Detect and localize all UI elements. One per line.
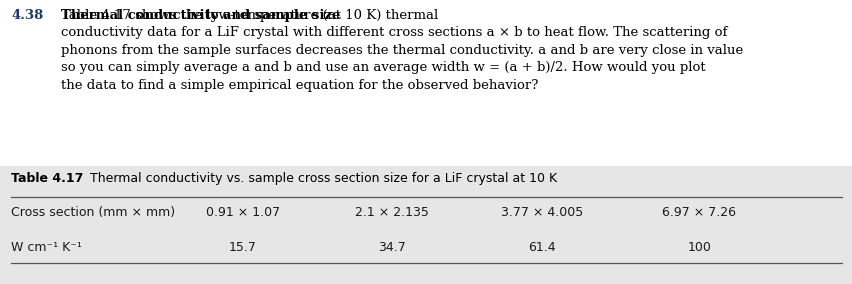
Text: Cross section (mm × mm): Cross section (mm × mm) <box>11 206 175 219</box>
Text: 4.38: 4.38 <box>11 9 43 22</box>
Text: Table 4.17: Table 4.17 <box>11 172 83 185</box>
Text: Thermal conductivity vs. sample cross section size for a LiF crystal at 10 K: Thermal conductivity vs. sample cross se… <box>82 172 556 185</box>
Text: 6.97 × 7.26: 6.97 × 7.26 <box>662 206 735 219</box>
Text: 0.91 × 1.07: 0.91 × 1.07 <box>206 206 279 219</box>
Text: Table 4.17 shows the low-temperature (at 10 K) thermal
conductivity data for a L: Table 4.17 shows the low-temperature (at… <box>61 9 743 91</box>
Text: 34.7: 34.7 <box>378 241 406 254</box>
Text: 61.4: 61.4 <box>527 241 555 254</box>
Text: 3.77 × 4.005: 3.77 × 4.005 <box>500 206 582 219</box>
FancyBboxPatch shape <box>0 166 852 284</box>
Text: 100: 100 <box>687 241 711 254</box>
Text: 2.1 × 2.135: 2.1 × 2.135 <box>355 206 429 219</box>
Text: Thermal conductivity and sample size: Thermal conductivity and sample size <box>61 9 341 22</box>
Text: 15.7: 15.7 <box>229 241 256 254</box>
Text: W cm⁻¹ K⁻¹: W cm⁻¹ K⁻¹ <box>11 241 82 254</box>
